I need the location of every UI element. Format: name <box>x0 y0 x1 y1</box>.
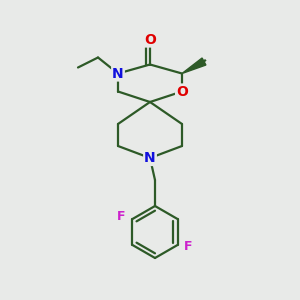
Polygon shape <box>182 58 206 74</box>
Text: O: O <box>144 32 156 46</box>
Text: O: O <box>176 85 188 98</box>
Text: F: F <box>117 211 126 224</box>
Text: F: F <box>184 241 193 254</box>
Text: N: N <box>144 151 156 165</box>
Text: N: N <box>112 67 124 80</box>
